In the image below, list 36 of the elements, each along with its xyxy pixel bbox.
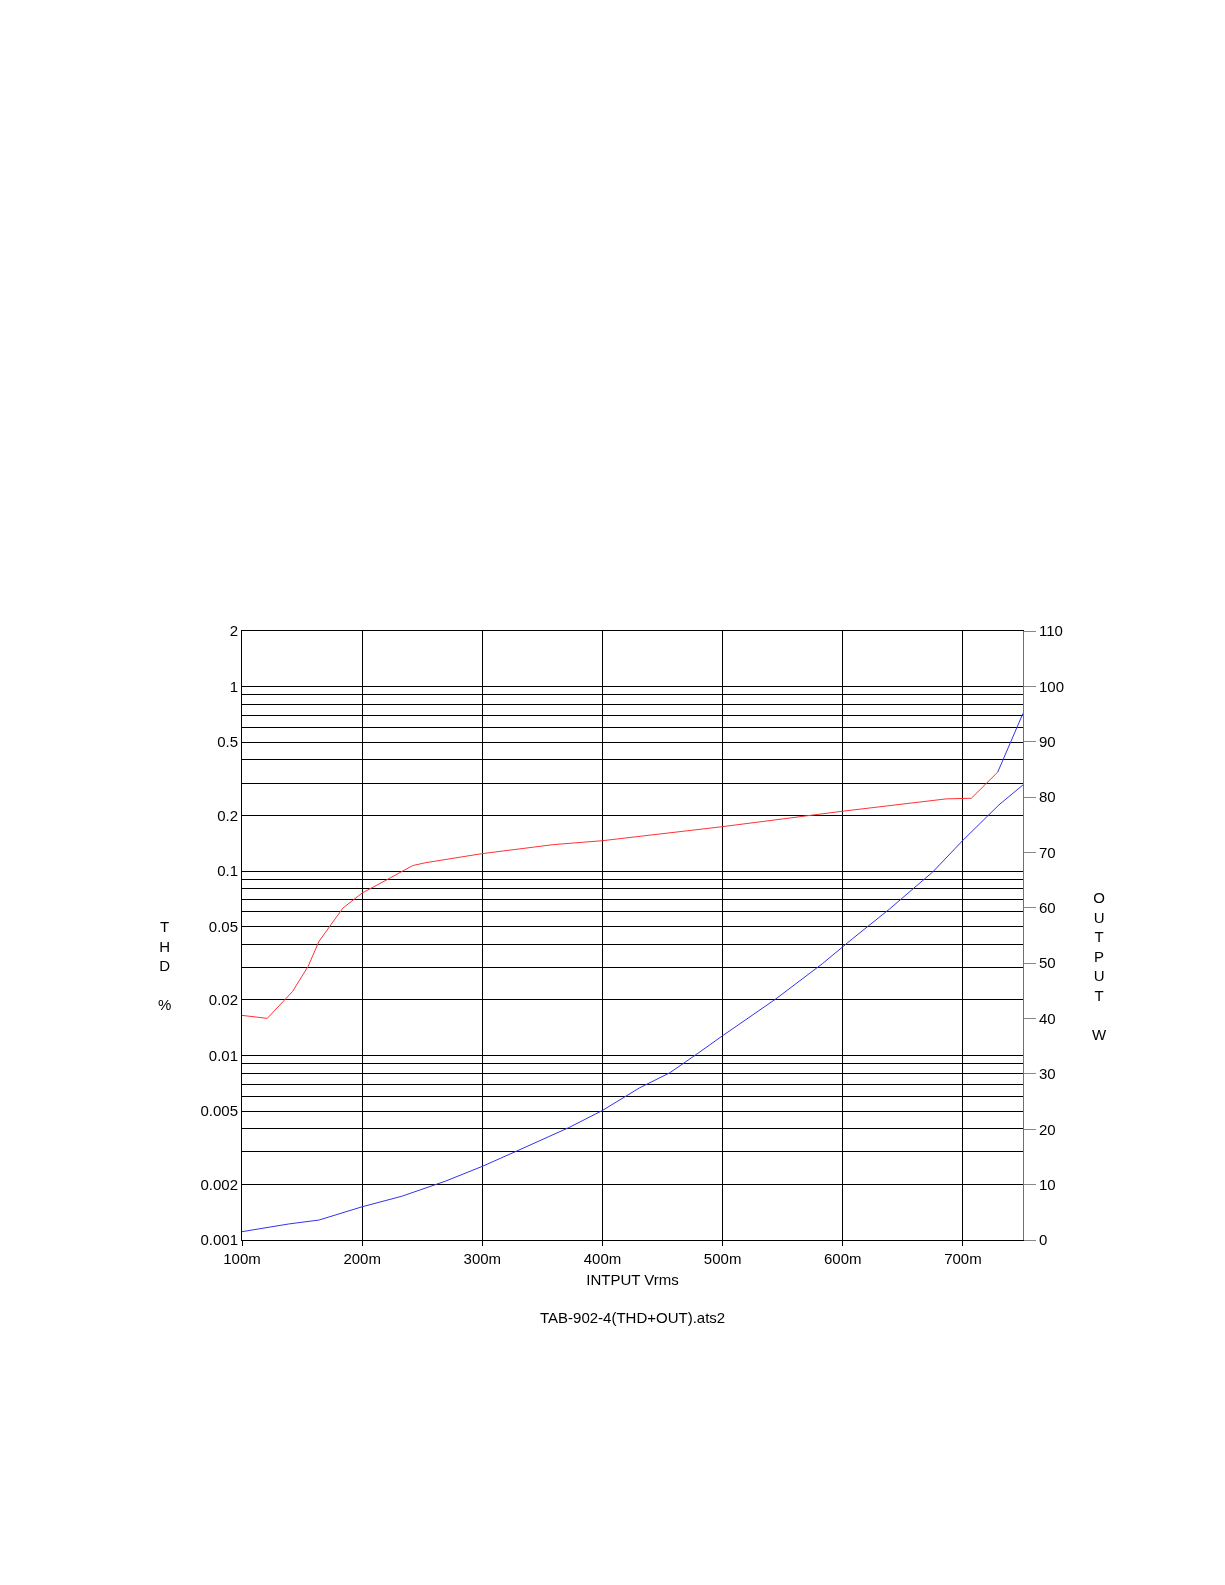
y2-tick-label: 100 — [1039, 677, 1065, 695]
y2-tick-label: 30 — [1039, 1065, 1056, 1083]
y2-tick-label: 40 — [1039, 1009, 1056, 1027]
x-tick-label: 100m — [223, 1250, 261, 1267]
x-tick-label: 300m — [463, 1250, 502, 1267]
y2-tick-label: 60 — [1039, 899, 1056, 917]
x-tick-label: 700m — [944, 1250, 982, 1267]
y-tick-label: 0.002 — [200, 1175, 238, 1193]
y2-tick-label: 90 — [1039, 732, 1056, 750]
y2-tick-label: 50 — [1039, 954, 1056, 972]
x-tick-label: 500m — [703, 1250, 742, 1267]
y-tick-label: 0.1 — [217, 862, 238, 880]
y-tick-label: 0.005 — [200, 1102, 238, 1120]
y2-tick-label: 70 — [1039, 843, 1056, 861]
x-tick-label: 400m — [583, 1250, 622, 1267]
line-series — [242, 784, 1023, 1233]
x-tick-label: 600m — [824, 1250, 862, 1267]
y-tick-label: 0.001 — [200, 1231, 238, 1249]
x-axis-title: INTPUT Vrms — [586, 1271, 679, 1288]
line-series — [242, 771, 999, 1019]
y-tick-label: 2 — [229, 622, 238, 640]
text: TAB-902-4(THD+OUT).ats2 — [540, 1309, 726, 1326]
y-tick-label: 0.02 — [208, 991, 238, 1009]
y2-tick-label: 80 — [1039, 788, 1056, 806]
y2-tick-label: 10 — [1039, 1175, 1056, 1193]
text: OUTPUT W — [1092, 889, 1107, 1043]
text: THD % — [158, 918, 172, 1013]
y2-tick-label: 110 — [1039, 622, 1063, 640]
y2-tick-label: 20 — [1039, 1120, 1056, 1138]
y-tick-label: 0.05 — [208, 917, 238, 935]
y-tick-label: 0.2 — [217, 806, 238, 824]
y-tick-label: 0.01 — [208, 1046, 238, 1064]
y-tick-label: 1 — [229, 677, 238, 695]
y-tick-label: 0.5 — [217, 733, 238, 751]
y2-tick-label: 0 — [1039, 1231, 1048, 1249]
x-tick-label: 200m — [343, 1250, 381, 1267]
